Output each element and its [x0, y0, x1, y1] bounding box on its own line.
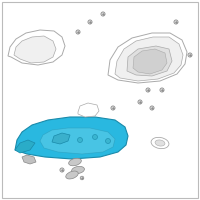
Circle shape	[60, 168, 64, 172]
Circle shape	[106, 138, 110, 144]
Circle shape	[76, 30, 80, 34]
Polygon shape	[40, 128, 115, 154]
Polygon shape	[133, 49, 167, 74]
Circle shape	[138, 100, 142, 104]
Polygon shape	[15, 117, 128, 159]
Ellipse shape	[155, 140, 165, 146]
Circle shape	[174, 20, 178, 24]
Circle shape	[88, 20, 92, 24]
Ellipse shape	[69, 158, 81, 166]
Polygon shape	[14, 36, 56, 63]
Circle shape	[111, 106, 115, 110]
Polygon shape	[127, 46, 172, 76]
Polygon shape	[115, 37, 183, 81]
Circle shape	[146, 88, 150, 92]
Polygon shape	[78, 103, 99, 117]
Circle shape	[101, 12, 105, 16]
Circle shape	[92, 134, 98, 140]
Polygon shape	[8, 30, 65, 65]
Circle shape	[80, 176, 84, 180]
Ellipse shape	[151, 137, 169, 149]
Polygon shape	[52, 133, 70, 144]
Circle shape	[78, 138, 83, 142]
Polygon shape	[15, 140, 35, 153]
Polygon shape	[108, 33, 187, 83]
Circle shape	[188, 53, 192, 57]
Polygon shape	[22, 155, 36, 164]
Ellipse shape	[66, 171, 78, 179]
Circle shape	[150, 106, 154, 110]
Circle shape	[160, 88, 164, 92]
Ellipse shape	[72, 166, 84, 174]
